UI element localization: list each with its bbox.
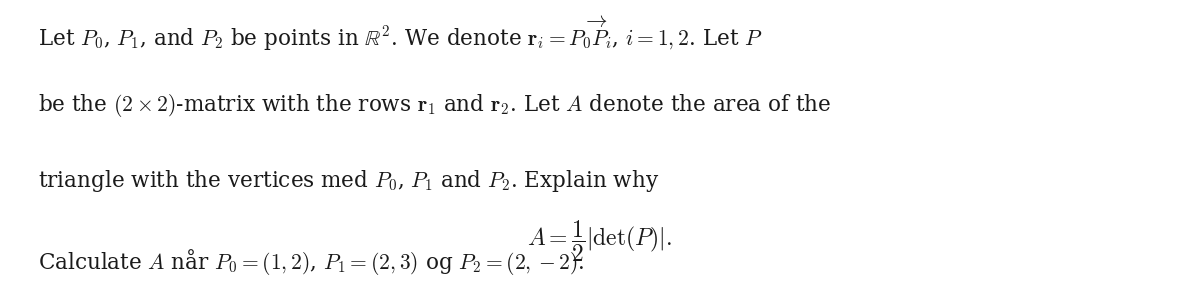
Text: triangle with the vertices med $P_0$, $P_1$ and $P_2$. Explain why: triangle with the vertices med $P_0$, $P… [38, 168, 660, 194]
Text: $A = \dfrac{1}{2}|\det(P)|.$: $A = \dfrac{1}{2}|\det(P)|.$ [528, 218, 672, 264]
Text: Calculate $A$ når $P_0 = (1, 2)$, $P_1 = (2, 3)$ og $P_2 = (2, -2)$.: Calculate $A$ når $P_0 = (1, 2)$, $P_1 =… [38, 247, 586, 277]
Text: Let $P_0$, $P_1$, and $P_2$ be points in $\mathbb{R}^2$. We denote $\mathbf{r}_i: Let $P_0$, $P_1$, and $P_2$ be points in… [38, 14, 763, 53]
Text: be the $(2 \times 2)$-matrix with the rows $\mathbf{r}_1$ and $\mathbf{r}_2$. Le: be the $(2 \times 2)$-matrix with the ro… [38, 92, 832, 119]
